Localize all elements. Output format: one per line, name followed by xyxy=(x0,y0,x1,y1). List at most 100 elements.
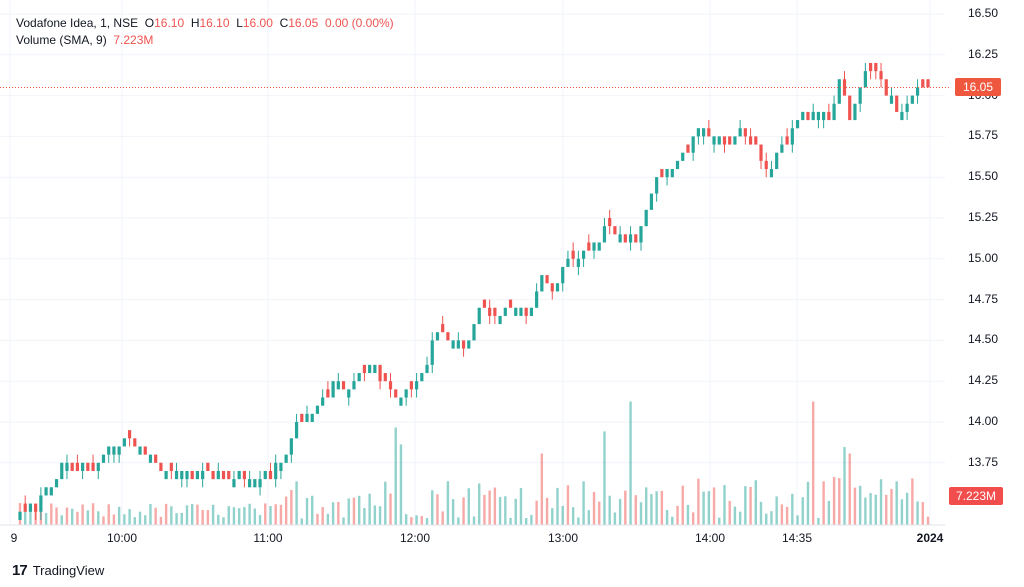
volume-bar xyxy=(858,485,862,525)
volume-label[interactable]: Volume (SMA, 9) xyxy=(16,33,107,47)
candle-up xyxy=(905,103,909,112)
volume-bar xyxy=(164,503,168,525)
volume-bar xyxy=(425,517,429,525)
candle-up xyxy=(837,79,841,104)
candle-down xyxy=(211,470,215,480)
volume-bar xyxy=(566,485,570,525)
volume-bar xyxy=(311,495,314,525)
volume-bar xyxy=(180,512,183,525)
tradingview-brand[interactable]: 17 TradingView xyxy=(12,562,104,579)
candle-down xyxy=(341,381,346,390)
candle-down xyxy=(634,234,638,243)
candle-down xyxy=(842,79,847,96)
volume-bar xyxy=(592,491,596,525)
volume-bar xyxy=(822,481,825,525)
candle-down xyxy=(482,299,487,308)
candle-down xyxy=(409,381,413,390)
volume-bar xyxy=(765,513,768,525)
volume-bar xyxy=(545,497,549,525)
volume-bar xyxy=(467,488,470,525)
volume-bar xyxy=(431,490,434,525)
candle-up xyxy=(717,136,721,145)
candle-down xyxy=(785,136,789,145)
candle-up xyxy=(44,487,48,496)
volume-bar xyxy=(415,515,418,525)
volume-bar xyxy=(660,490,664,525)
volume-bar xyxy=(363,507,366,525)
candle-up xyxy=(253,479,257,488)
volume-bar xyxy=(869,493,872,525)
volume-bar xyxy=(60,515,63,525)
volume-bar xyxy=(624,490,627,525)
volume-bar xyxy=(191,504,194,525)
y-tick-label: 14.25 xyxy=(968,373,999,388)
high-value: 16.10 xyxy=(199,16,230,30)
candle-down xyxy=(206,462,210,471)
candle-down xyxy=(242,470,246,480)
candle-down xyxy=(394,389,398,398)
candle-up xyxy=(274,462,278,480)
candle-up xyxy=(733,136,737,145)
candle-up xyxy=(258,479,262,488)
last-price-tag: 16.05 xyxy=(955,78,1001,97)
candle-up xyxy=(185,470,189,480)
candle-up xyxy=(315,405,320,414)
candle-down xyxy=(127,430,132,439)
candle-up xyxy=(602,226,607,243)
low-label: L xyxy=(236,16,243,30)
candle-down xyxy=(884,79,888,96)
candle-up xyxy=(529,307,534,316)
volume-bar xyxy=(337,501,340,525)
y-tick-label: 15.25 xyxy=(968,210,999,224)
candle-up xyxy=(201,470,205,480)
symbol-title[interactable]: Vodafone Idea, 1, NSE xyxy=(16,16,139,30)
candle-up xyxy=(216,470,220,480)
candle-down xyxy=(221,470,226,480)
volume-bar xyxy=(117,506,121,525)
candle-up xyxy=(368,364,372,374)
candle-up xyxy=(310,413,314,422)
candle-up xyxy=(18,511,22,520)
candle-up xyxy=(477,307,481,325)
candle-down xyxy=(133,438,137,447)
candle-up xyxy=(581,250,586,259)
candle-up xyxy=(618,234,622,243)
candle-down xyxy=(300,413,304,422)
volume-bar xyxy=(832,477,836,525)
volume-bar xyxy=(811,401,815,525)
tradingview-logo-icon: 17 xyxy=(12,562,28,579)
candle-down xyxy=(70,462,74,471)
volume-bar xyxy=(232,507,236,525)
volume-bar xyxy=(295,481,298,525)
candle-up xyxy=(696,128,700,137)
candle-down xyxy=(748,136,753,145)
volume-bar xyxy=(175,513,178,525)
chart-grid xyxy=(0,0,945,525)
candle-up xyxy=(832,103,836,121)
volume-bar xyxy=(618,498,622,525)
candle-up xyxy=(472,324,476,341)
volume-bar xyxy=(691,512,695,525)
x-tick-label: 2024 xyxy=(916,531,944,545)
volume-bar xyxy=(911,478,914,525)
volume-bar xyxy=(70,508,74,525)
candle-up xyxy=(122,438,126,447)
candle-down xyxy=(388,381,393,390)
volume-bar xyxy=(697,478,700,525)
candle-up xyxy=(649,193,654,210)
candle-up xyxy=(138,446,142,455)
candle-up xyxy=(816,111,821,121)
candle-down xyxy=(806,111,810,121)
candle-up xyxy=(822,111,826,121)
volume-bar xyxy=(269,506,272,525)
volume-bar xyxy=(879,479,883,525)
volume-bar xyxy=(44,512,48,525)
candle-down xyxy=(545,275,549,284)
candle-down xyxy=(159,462,163,471)
volume-bar xyxy=(754,480,757,525)
candle-down xyxy=(926,79,930,88)
volume-bar xyxy=(728,500,731,525)
candle-up xyxy=(425,364,429,374)
volume-bar xyxy=(603,431,606,525)
